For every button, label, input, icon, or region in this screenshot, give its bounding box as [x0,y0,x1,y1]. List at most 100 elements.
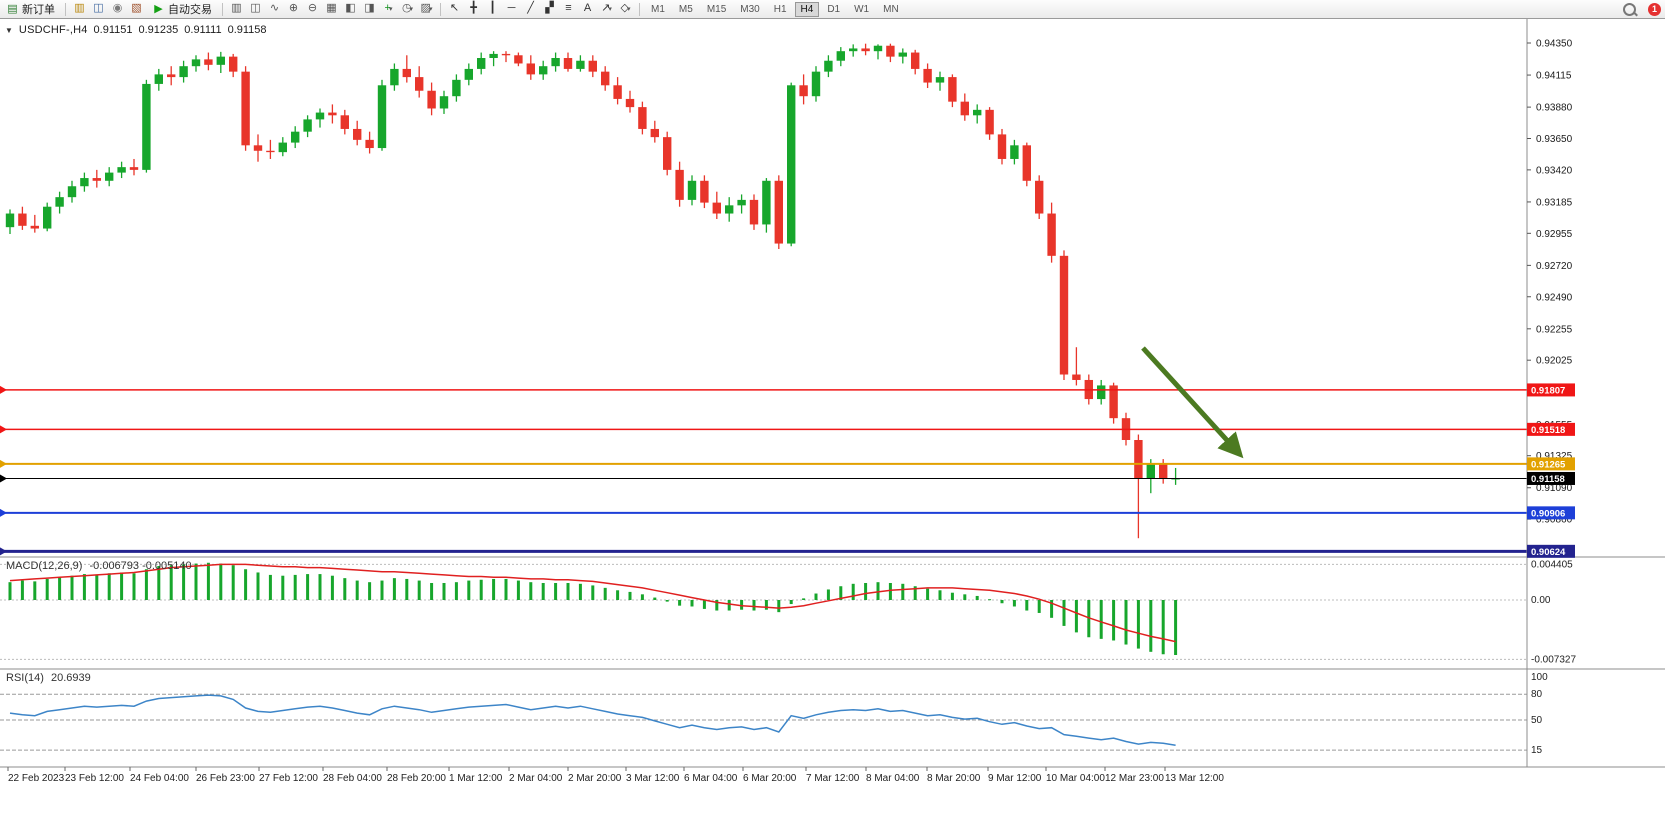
dropdown-caret-icon: ▾ [388,6,393,13]
time-axis[interactable]: 22 Feb 2023 23 Feb 12:00 24 Feb 04:00 26 Fe… [7,767,1224,784]
toolbar: ▤ 新订单 ▥ ◫ ◉ ▧ ▶ 自动交易 ▥ ◫ ∿ ⊕ ⊖ ▦ ◧ ◨ +▾ ◷▾ ▨▾ ↖ ╋ ┃ ─ ╱ ▞ ≡… [0,0,1665,19]
timeframe-button-w1[interactable]: W1 [854,3,870,15]
periods-icon[interactable]: ◷▾ [401,2,414,14]
notification-badge[interactable]: 1 [1648,2,1661,16]
svg-text:0.92255: 0.92255 [1536,324,1573,335]
svg-text:10 Mar 04:00: 10 Mar 04:00 [1046,773,1105,784]
chart-header: ▼ USDCHF-,H4 0.91151 0.91235 0.91111 0.9… [5,24,267,36]
svg-text:0.004405: 0.004405 [1531,559,1573,570]
svg-text:28 Feb 04:00: 28 Feb 04:00 [323,773,382,784]
quote-open: 0.91151 [93,24,133,36]
price-chart[interactable]: 0.0044050.00-0.0073271008050150.943500.9… [0,19,1665,836]
toolbar-separator [222,2,223,16]
svg-text:8 Mar 04:00: 8 Mar 04:00 [866,773,920,784]
svg-text:100: 100 [1531,672,1548,683]
bar-chart-icon[interactable]: ▥ [231,2,242,14]
svg-text:26 Feb 23:00: 26 Feb 23:00 [196,773,255,784]
line-left-marker [0,425,7,434]
macd-label: MACD(12,26,9) -0.006793 -0.005140 [6,560,192,572]
svg-text:0.00: 0.00 [1531,595,1551,606]
timeframe-button-h4[interactable]: H4 [794,1,820,17]
arrange-right-icon[interactable]: ◨ [364,2,375,14]
zoom-out-icon[interactable]: ⊖ [307,2,318,14]
timeframe-button-h1[interactable]: H1 [773,3,787,15]
timeframe-button-m30[interactable]: M30 [740,3,760,15]
line-left-marker [0,508,7,517]
price-tag [1527,506,1575,520]
svg-text:3 Mar 12:00: 3 Mar 12:00 [626,773,680,784]
toolbar-separator [65,2,66,16]
price-tag [1527,471,1575,485]
market-watch-icon[interactable]: ◉ [112,2,123,14]
tile-windows-icon[interactable]: ▦ [326,2,337,14]
price-axis[interactable]: 0.94350 0.94115 0.93880 0.93650 0.93420 0.931… [1527,39,1575,558]
svg-text:0.91518: 0.91518 [1531,425,1565,436]
price-tag [1527,457,1575,471]
symbol-period: USDCHF-,H4 [18,24,88,36]
cursor-icon[interactable]: ↖ [449,2,460,14]
quote-low: 0.91111 [184,24,222,36]
line-left-marker [0,385,7,394]
shapes-icon[interactable]: ◇▾ [620,2,631,14]
horizontal-line-icon[interactable]: ─ [507,2,516,14]
profiles-icon[interactable]: ◫ [93,2,104,14]
svg-text:7 Mar 12:00: 7 Mar 12:00 [806,773,860,784]
arrange-left-icon[interactable]: ◧ [345,2,356,14]
rsi-panel: 100 80 50 15 [0,672,1548,756]
zoom-in-icon[interactable]: ⊕ [288,2,299,14]
text-icon[interactable]: A [583,2,592,14]
navigator-icon[interactable]: ▧ [131,2,142,14]
svg-text:0.92955: 0.92955 [1536,229,1573,240]
rsi-label: RSI(14) 20.6939 [6,672,91,684]
drawing-tool-group: ↖ ╋ ┃ ─ ╱ ▞ ≡ A ↗▾ ◇▾ [445,1,635,17]
svg-text:9 Mar 12:00: 9 Mar 12:00 [988,773,1042,784]
chart-menu-caret[interactable]: ▼ [5,25,13,35]
horizontal-lines-layer[interactable] [0,385,1527,556]
svg-text:1 Mar 12:00: 1 Mar 12:00 [449,773,503,784]
dropdown-caret-icon: ▾ [608,6,612,13]
svg-text:0.94115: 0.94115 [1536,71,1572,82]
arrows-tool-icon[interactable]: ↗▾ [601,2,612,14]
svg-text:8 Mar 20:00: 8 Mar 20:00 [927,773,981,784]
new-order-button[interactable]: ▤ 新订单 [0,1,61,17]
timeframe-group: M1 M5 M15 M30 H1 H4 D1 W1 MN [644,1,906,17]
timeframe-button-m15[interactable]: M15 [706,3,727,15]
svg-text:0.91090: 0.91090 [1536,483,1573,494]
line-left-marker [0,547,7,556]
svg-text:23 Feb 12:00: 23 Feb 12:00 [65,773,124,784]
svg-text:15: 15 [1531,745,1543,756]
quote-close: 0.91158 [227,24,267,36]
line-chart-icon[interactable]: ∿ [269,2,280,14]
crosshair-icon[interactable]: ╋ [470,2,477,14]
svg-text:2 Mar 20:00: 2 Mar 20:00 [568,773,622,784]
timeframe-button-m1[interactable]: M1 [651,3,665,15]
line-left-marker [0,474,7,483]
toolbar-separator [639,2,640,16]
price-tag [1527,422,1575,436]
timeframe-button-d1[interactable]: D1 [827,3,841,15]
svg-text:0.93420: 0.93420 [1536,165,1573,176]
vertical-line-icon[interactable]: ┃ [489,2,496,14]
trend-arrow-annotation[interactable] [1141,346,1244,459]
auto-trading-button[interactable]: ▶ 自动交易 [146,1,218,17]
svg-text:13 Mar 12:00: 13 Mar 12:00 [1165,773,1224,784]
svg-text:0.93880: 0.93880 [1536,103,1573,114]
dropdown-caret-icon: ▾ [409,6,414,13]
svg-text:0.92025: 0.92025 [1536,356,1573,367]
charts-icon[interactable]: ▥ [74,2,85,14]
svg-text:0.93650: 0.93650 [1536,134,1573,145]
svg-text:6 Mar 04:00: 6 Mar 04:00 [684,773,738,784]
system-icon-group: ▥ ◫ ◉ ▧ [70,1,146,17]
svg-text:2 Mar 04:00: 2 Mar 04:00 [509,773,563,784]
search-icon[interactable] [1623,2,1636,16]
indicators-icon[interactable]: +▾ [384,2,393,14]
timeframe-button-m5[interactable]: M5 [678,3,693,15]
trendline-icon[interactable]: ╱ [527,2,534,14]
candlestick-chart-icon[interactable]: ◫ [250,2,261,14]
timeframe-button-mn[interactable]: MN [883,3,899,15]
channel-icon[interactable]: ▞ [545,2,554,14]
toolbar-separator [440,2,441,16]
templates-icon[interactable]: ▨▾ [420,2,433,14]
svg-text:28 Feb 20:00: 28 Feb 20:00 [387,773,446,784]
fibonacci-icon[interactable]: ≡ [565,2,572,14]
